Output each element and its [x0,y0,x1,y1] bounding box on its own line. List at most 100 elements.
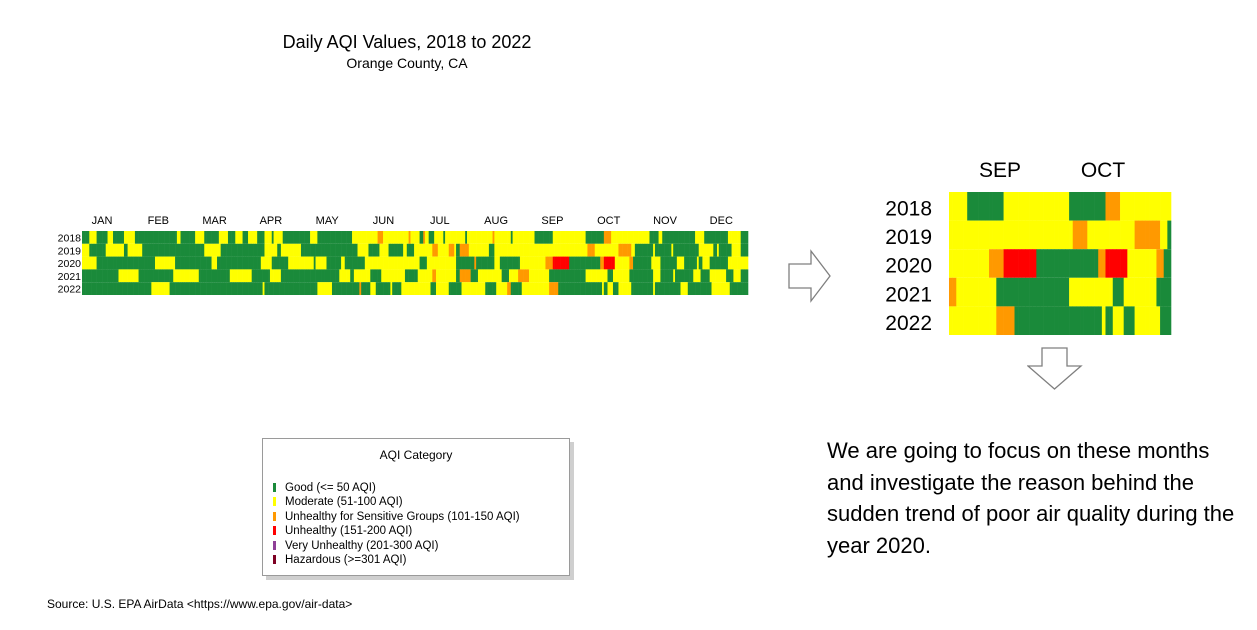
day-cell [235,256,238,270]
day-cell [83,231,86,244]
day-cell [450,256,453,270]
day-cell [974,249,979,278]
day-cell [607,269,610,283]
day-cell [430,256,433,270]
day-cell [258,231,262,244]
day-cell [361,269,364,283]
day-cell [437,282,440,295]
day-cell [658,282,661,295]
day-cell [233,256,236,270]
day-cell [529,282,532,295]
day-cell [229,282,232,295]
day-cell [1163,192,1168,221]
day-cell [952,220,957,250]
day-cell [353,256,356,270]
day-cell [269,269,273,283]
day-cell [445,282,448,295]
day-cell [651,256,654,270]
day-cell [596,269,599,283]
day-cell [408,269,411,283]
day-cell [357,243,360,257]
day-cell [454,256,457,270]
day-cell [255,256,258,270]
day-cell [581,282,585,295]
day-cell [384,269,388,283]
day-cell [494,269,497,283]
day-cell [496,282,499,295]
day-cell [479,282,482,295]
day-cell [134,269,138,283]
day-cell [1130,220,1135,250]
day-cell [518,256,521,270]
day-cell [541,269,544,283]
day-cell [235,243,238,257]
day-cell [425,256,428,270]
day-cell [472,231,475,244]
day-cell [82,243,85,257]
day-cell [550,282,554,295]
day-cell [704,282,707,295]
day-cell [700,269,703,283]
day-cell [288,231,291,244]
day-cell [649,243,652,257]
legend-label: Very Unhealthy (201-300 AQI) [285,539,439,552]
day-cell [195,256,198,270]
day-cell [1007,220,1012,250]
day-cell [302,269,305,283]
day-cell [1076,277,1081,307]
day-cell [622,243,625,257]
month-tick-label: SEP [979,159,1021,182]
day-cell [658,231,661,244]
day-cell [1138,192,1143,221]
day-cell [675,256,678,270]
day-cell [295,269,298,283]
day-cell [514,282,517,295]
day-cell [536,243,539,257]
day-cell [450,269,453,283]
day-cell [1050,192,1055,221]
day-cell [355,269,358,283]
day-cell [675,243,678,257]
day-cell [702,231,705,244]
day-cell [151,256,154,270]
day-cell [158,243,161,257]
day-cell [114,243,117,257]
day-cell [649,282,652,295]
day-cell [317,243,320,257]
day-cell [457,231,460,244]
day-cell [348,243,351,257]
day-cell [397,231,400,244]
day-cell [162,243,165,257]
day-cell [653,282,656,295]
day-cell [1069,220,1074,250]
day-cell [472,269,475,283]
day-cell [435,282,439,295]
day-cell [512,231,515,244]
day-cell [154,269,158,283]
day-cell [956,249,961,278]
year-label: 2020 [58,258,82,270]
day-cell [602,231,605,244]
day-cell [633,269,636,283]
day-cell [1014,220,1019,250]
day-cell [383,256,386,270]
day-cell [623,256,627,270]
day-cell [364,256,367,270]
day-cell [598,282,601,295]
day-cell [709,269,712,283]
day-cell [271,243,274,257]
day-cell [322,243,325,257]
day-cell [574,269,577,283]
day-cell [191,282,194,295]
day-cell [439,231,442,244]
day-cell [662,256,665,270]
day-cell [158,269,161,283]
down-arrow-icon [1027,347,1083,390]
day-cell [600,256,603,270]
day-cell [386,243,389,257]
day-cell [1101,277,1106,307]
day-cell [118,231,121,244]
day-cell [678,256,681,270]
day-cell [507,231,510,244]
day-cell [530,282,533,295]
